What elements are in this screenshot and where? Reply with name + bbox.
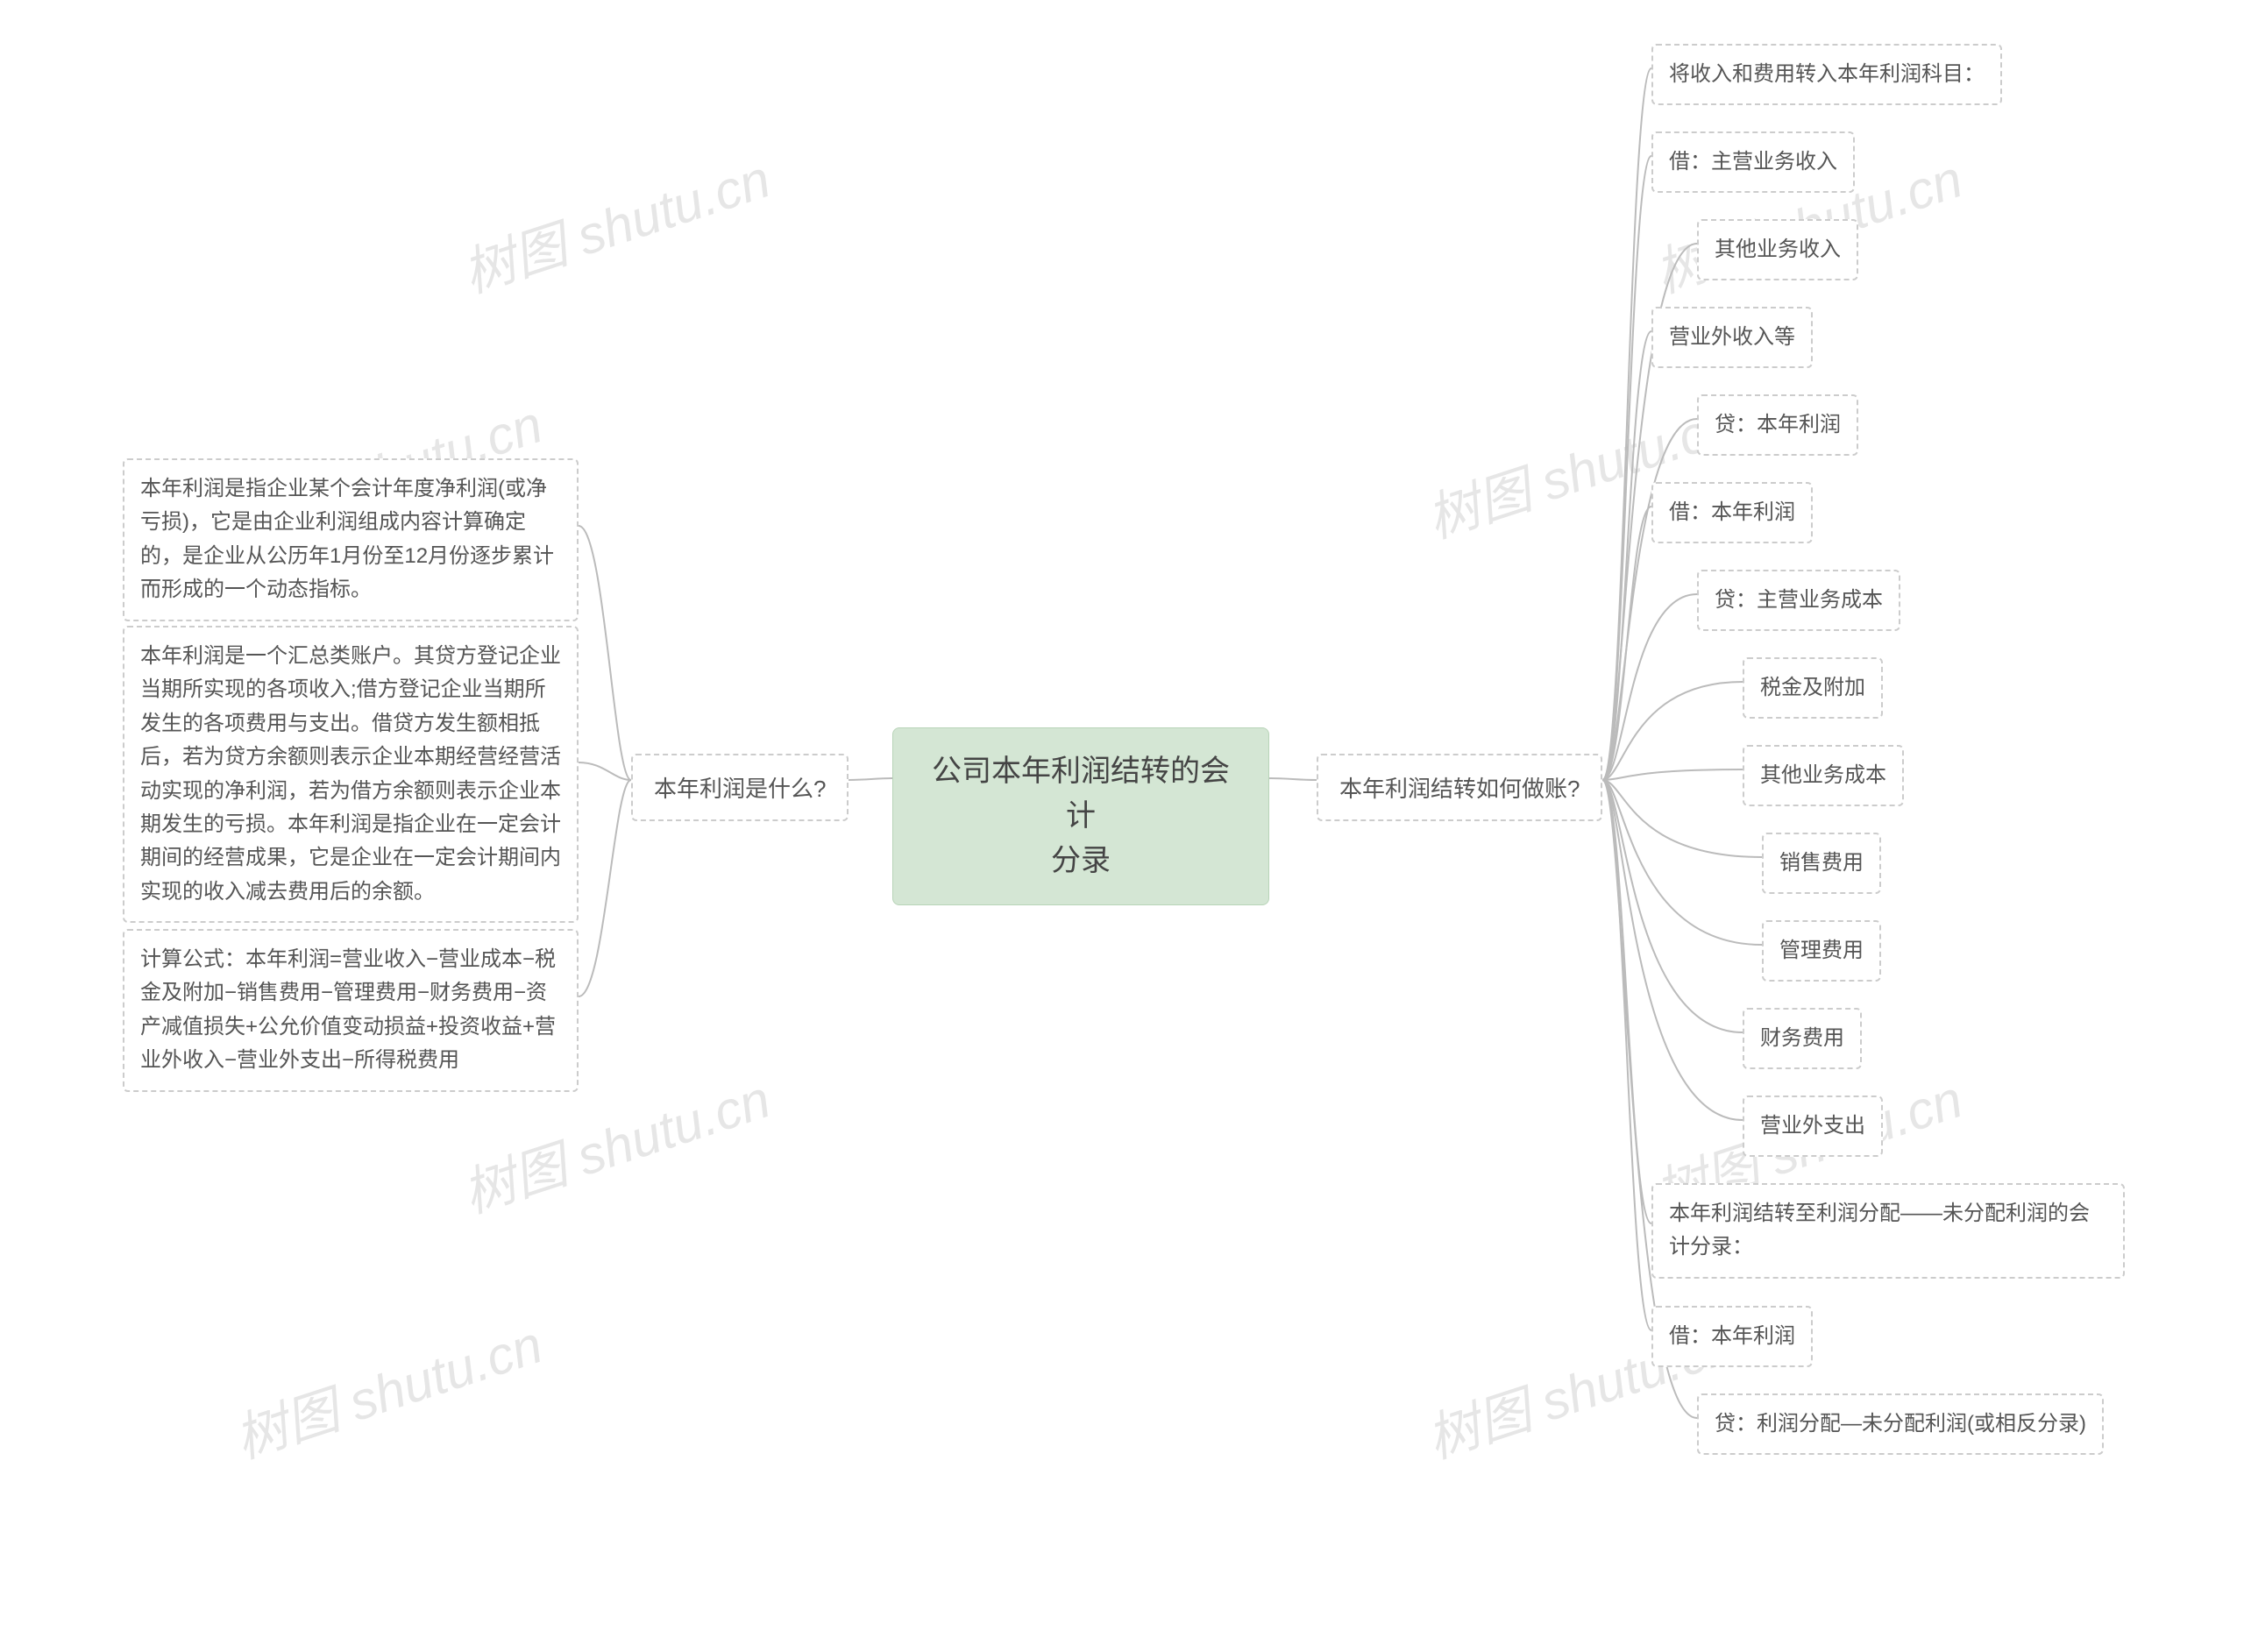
mindmap-root[interactable]: 公司本年利润结转的会计 分录 [892,727,1269,905]
right-child-node[interactable]: 其他业务成本 [1743,745,1904,806]
watermark: 树图 shutu.cn [451,137,778,308]
right-child-node[interactable]: 借：本年利润 [1651,1306,1813,1367]
root-label-line1: 公司本年利润结转的会计 [918,749,1244,839]
right-child-node[interactable]: 借：本年利润 [1651,482,1813,543]
right-child-node[interactable]: 管理费用 [1762,920,1881,982]
left-child-node[interactable]: 计算公式：本年利润=营业收入−营业成本−税金及附加−销售费用−管理费用−财务费用… [123,929,579,1092]
watermark: 树图 shutu.cn [224,1302,550,1473]
right-child-node[interactable]: 贷：主营业务成本 [1697,570,1900,631]
left-child-node[interactable]: 本年利润是一个汇总类账户。其贷方登记企业当期所实现的各项收入;借方登记企业当期所… [123,626,579,923]
right-child-node[interactable]: 贷：利润分配—未分配利润(或相反分录) [1697,1393,2104,1455]
right-child-node[interactable]: 销售费用 [1762,833,1881,894]
right-branch[interactable]: 本年利润结转如何做账? [1317,754,1602,821]
right-child-node[interactable]: 营业外收入等 [1651,307,1813,368]
left-branch[interactable]: 本年利润是什么? [631,754,849,821]
root-label-line2: 分录 [918,839,1244,883]
right-child-node[interactable]: 其他业务收入 [1697,219,1858,280]
right-child-node[interactable]: 借：主营业务收入 [1651,131,1855,193]
right-child-node[interactable]: 将收入和费用转入本年利润科目： [1651,44,2002,105]
right-child-node[interactable]: 贷：本年利润 [1697,394,1858,456]
right-child-node[interactable]: 税金及附加 [1743,657,1883,719]
right-child-node[interactable]: 财务费用 [1743,1008,1862,1069]
right-child-node[interactable]: 本年利润结转至利润分配——未分配利润的会计分录： [1651,1183,2125,1279]
right-child-node[interactable]: 营业外支出 [1743,1095,1883,1157]
left-child-node[interactable]: 本年利润是指企业某个会计年度净利润(或净亏损)，它是由企业利润组成内容计算确定的… [123,458,579,621]
